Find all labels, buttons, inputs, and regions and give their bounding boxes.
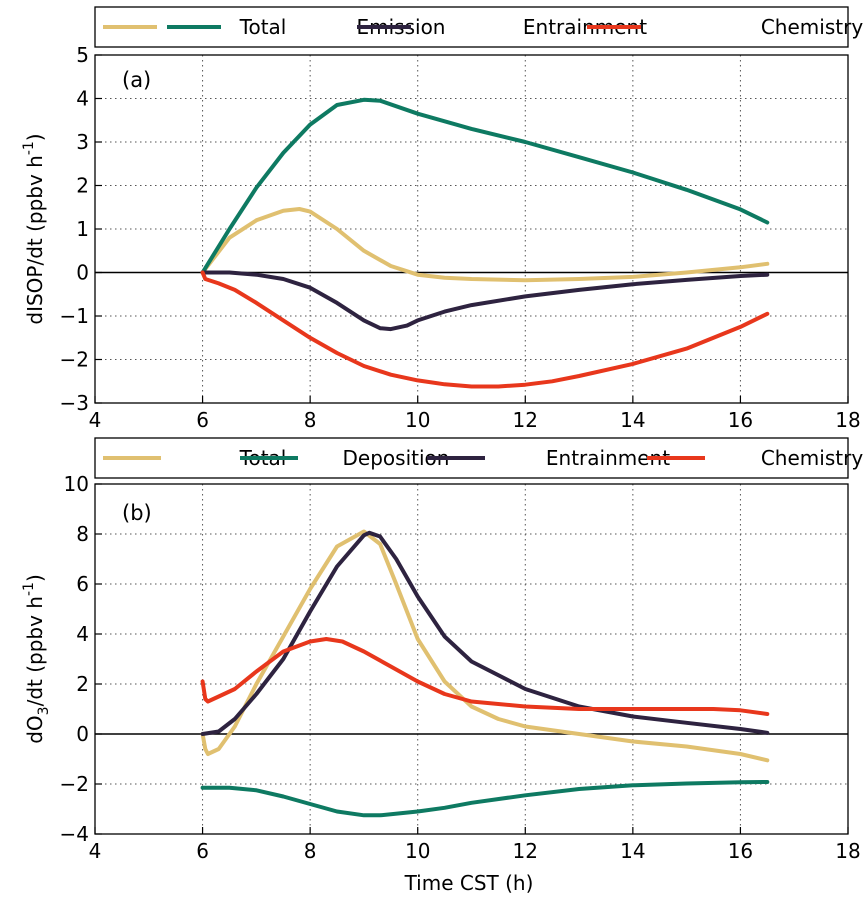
panel-label: (a)	[122, 68, 151, 92]
x-tick-label: 18	[835, 839, 860, 863]
series-line-chemistry	[200, 637, 770, 716]
panel-label: (b)	[122, 501, 152, 525]
x-tick-label: 16	[728, 408, 753, 432]
y-tick-label: 0	[76, 722, 89, 746]
legend-label-chemistry: Chemistry	[761, 15, 863, 39]
series-line-chemistry	[200, 270, 770, 389]
y-tick-label: −3	[60, 391, 89, 415]
legend-label-total: Total	[239, 15, 287, 39]
legend-label-chemistry: Chemistry	[761, 446, 863, 470]
y-tick-label: −2	[60, 772, 89, 796]
y-tick-label: 0	[76, 261, 89, 285]
y-tick-label: 8	[76, 522, 89, 546]
x-tick-label: 14	[620, 839, 645, 863]
x-tick-label: 10	[405, 408, 430, 432]
x-tick-label: 18	[835, 408, 860, 432]
x-tick-label: 8	[304, 408, 317, 432]
y-tick-label: −1	[60, 304, 89, 328]
series-line-emission	[200, 97, 770, 275]
y-tick-label: 5	[76, 43, 89, 67]
y-tick-label: 4	[76, 622, 89, 646]
panel-b: 4 6 8 10 12 14 16 18 −4 −2 0 2 4 6 8 10 (b) dO3/dt (ppbv …	[21, 437, 863, 863]
y-axis-label: dISOP/dt (ppbv h-1)	[21, 133, 47, 324]
y-tick-label: 6	[76, 572, 89, 596]
plot-frame	[94, 54, 849, 404]
y-axis-label: dO3/dt (ppbv h-1)	[21, 574, 52, 744]
y-tick-label: 2	[76, 174, 89, 198]
y-tick-label: 3	[76, 130, 89, 154]
x-tick-label: 12	[513, 839, 538, 863]
series-line-entrainment	[200, 270, 770, 332]
y-tick-label: 1	[76, 217, 89, 241]
series-line-total	[200, 529, 770, 763]
y-tick-label: 4	[76, 87, 89, 111]
x-tick-label: 6	[196, 839, 209, 863]
x-tick-label: 8	[304, 839, 317, 863]
x-tick-label: 16	[728, 839, 753, 863]
x-tick-label: 4	[89, 408, 102, 432]
y-tick-label: 10	[64, 472, 89, 496]
x-tick-label: 4	[89, 839, 102, 863]
x-axis-label: Time CST (h)	[404, 871, 534, 895]
series-line-entrainment	[200, 530, 770, 736]
y-tick-label: 2	[76, 672, 89, 696]
series-line-deposition	[200, 780, 770, 818]
x-tick-label: 12	[513, 408, 538, 432]
plot-frame	[94, 483, 849, 835]
series-line-total	[200, 207, 770, 283]
legend: Total Deposition Entrainment Chemistry	[94, 437, 863, 479]
x-tick-label: 10	[405, 839, 430, 863]
x-tick-label: 14	[620, 408, 645, 432]
y-tick-label: −4	[60, 822, 89, 846]
legend: Total Emission Entrainment Chemistry	[94, 6, 863, 48]
x-tick-label: 6	[196, 408, 209, 432]
y-tick-label: −2	[60, 348, 89, 372]
